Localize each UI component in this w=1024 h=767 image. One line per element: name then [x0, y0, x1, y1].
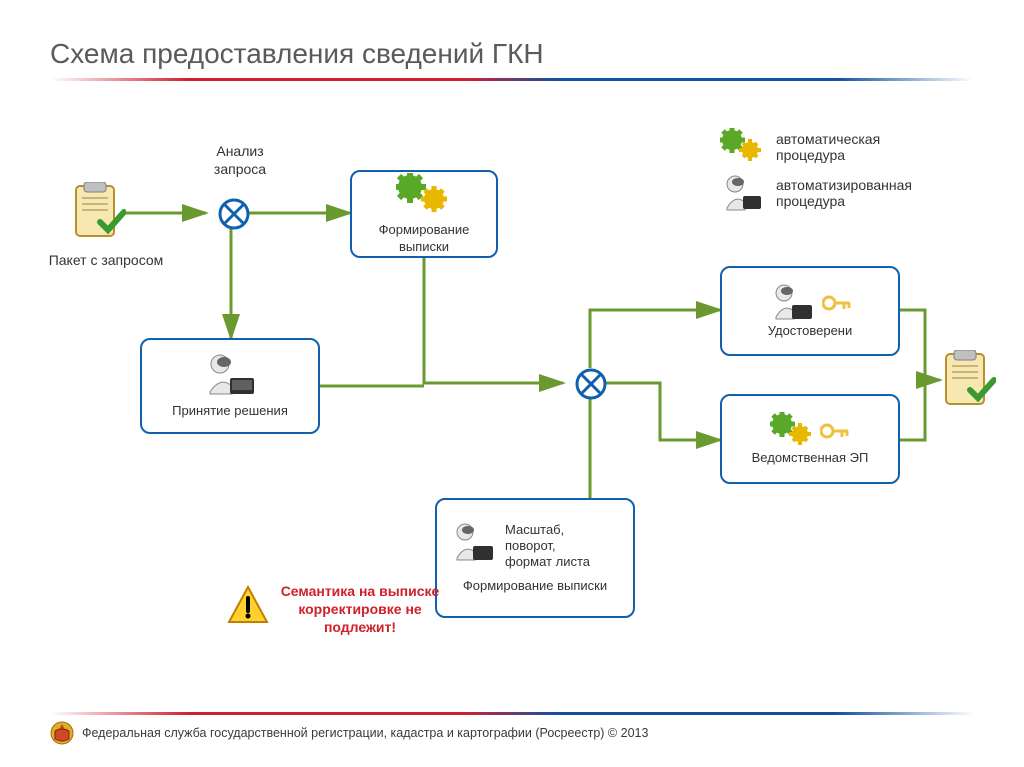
warning-text: Семантика на выписке корректировке не по…	[272, 582, 448, 637]
key-icon	[822, 291, 852, 315]
gears-icon	[770, 412, 814, 450]
gate-1-icon	[218, 198, 250, 235]
legend-auto-label: автоматическая процедура	[776, 131, 880, 163]
certify-box: Удостоверени	[720, 266, 900, 356]
form-extract-label: Формирование выписки	[379, 222, 470, 255]
clipboard-out-icon	[940, 350, 996, 417]
analyze-label: Анализ запроса	[195, 143, 285, 178]
key-icon	[820, 419, 850, 443]
decision-box: Принятие решения	[140, 338, 320, 434]
gate-2-icon	[575, 368, 607, 405]
dept-signature-box: Ведомственная ЭП	[720, 394, 900, 484]
person-laptop-icon	[200, 352, 260, 403]
person-laptop-icon	[720, 174, 764, 212]
form-extract-box: Формирование выписки	[350, 170, 498, 258]
warning-icon	[226, 584, 270, 633]
clipboard-in-icon	[70, 182, 126, 249]
emblem-icon	[50, 721, 74, 745]
dept-sig-label: Ведомственная ЭП	[752, 450, 869, 466]
gears-icon	[396, 173, 452, 222]
scale-format-box: Масштаб, поворот, формат листа Формирова…	[435, 498, 635, 618]
packet-label: Пакет с запросом	[36, 252, 176, 270]
person-laptop-icon	[768, 283, 816, 323]
footer-text: Федеральная служба государственной регис…	[82, 726, 648, 740]
decision-label: Принятие решения	[172, 403, 288, 419]
form-extract2-label: Формирование выписки	[463, 578, 607, 594]
gears-icon	[720, 128, 764, 166]
legend: автоматическая процедура автоматизирован…	[720, 128, 1000, 220]
footer: Федеральная служба государственной регис…	[50, 712, 974, 745]
legend-automated-label: автоматизированная процедура	[776, 177, 912, 209]
person-laptop-icon	[449, 522, 497, 564]
scale-label: Масштаб, поворот, формат листа	[505, 522, 590, 571]
certify-label: Удостоверени	[768, 323, 853, 339]
